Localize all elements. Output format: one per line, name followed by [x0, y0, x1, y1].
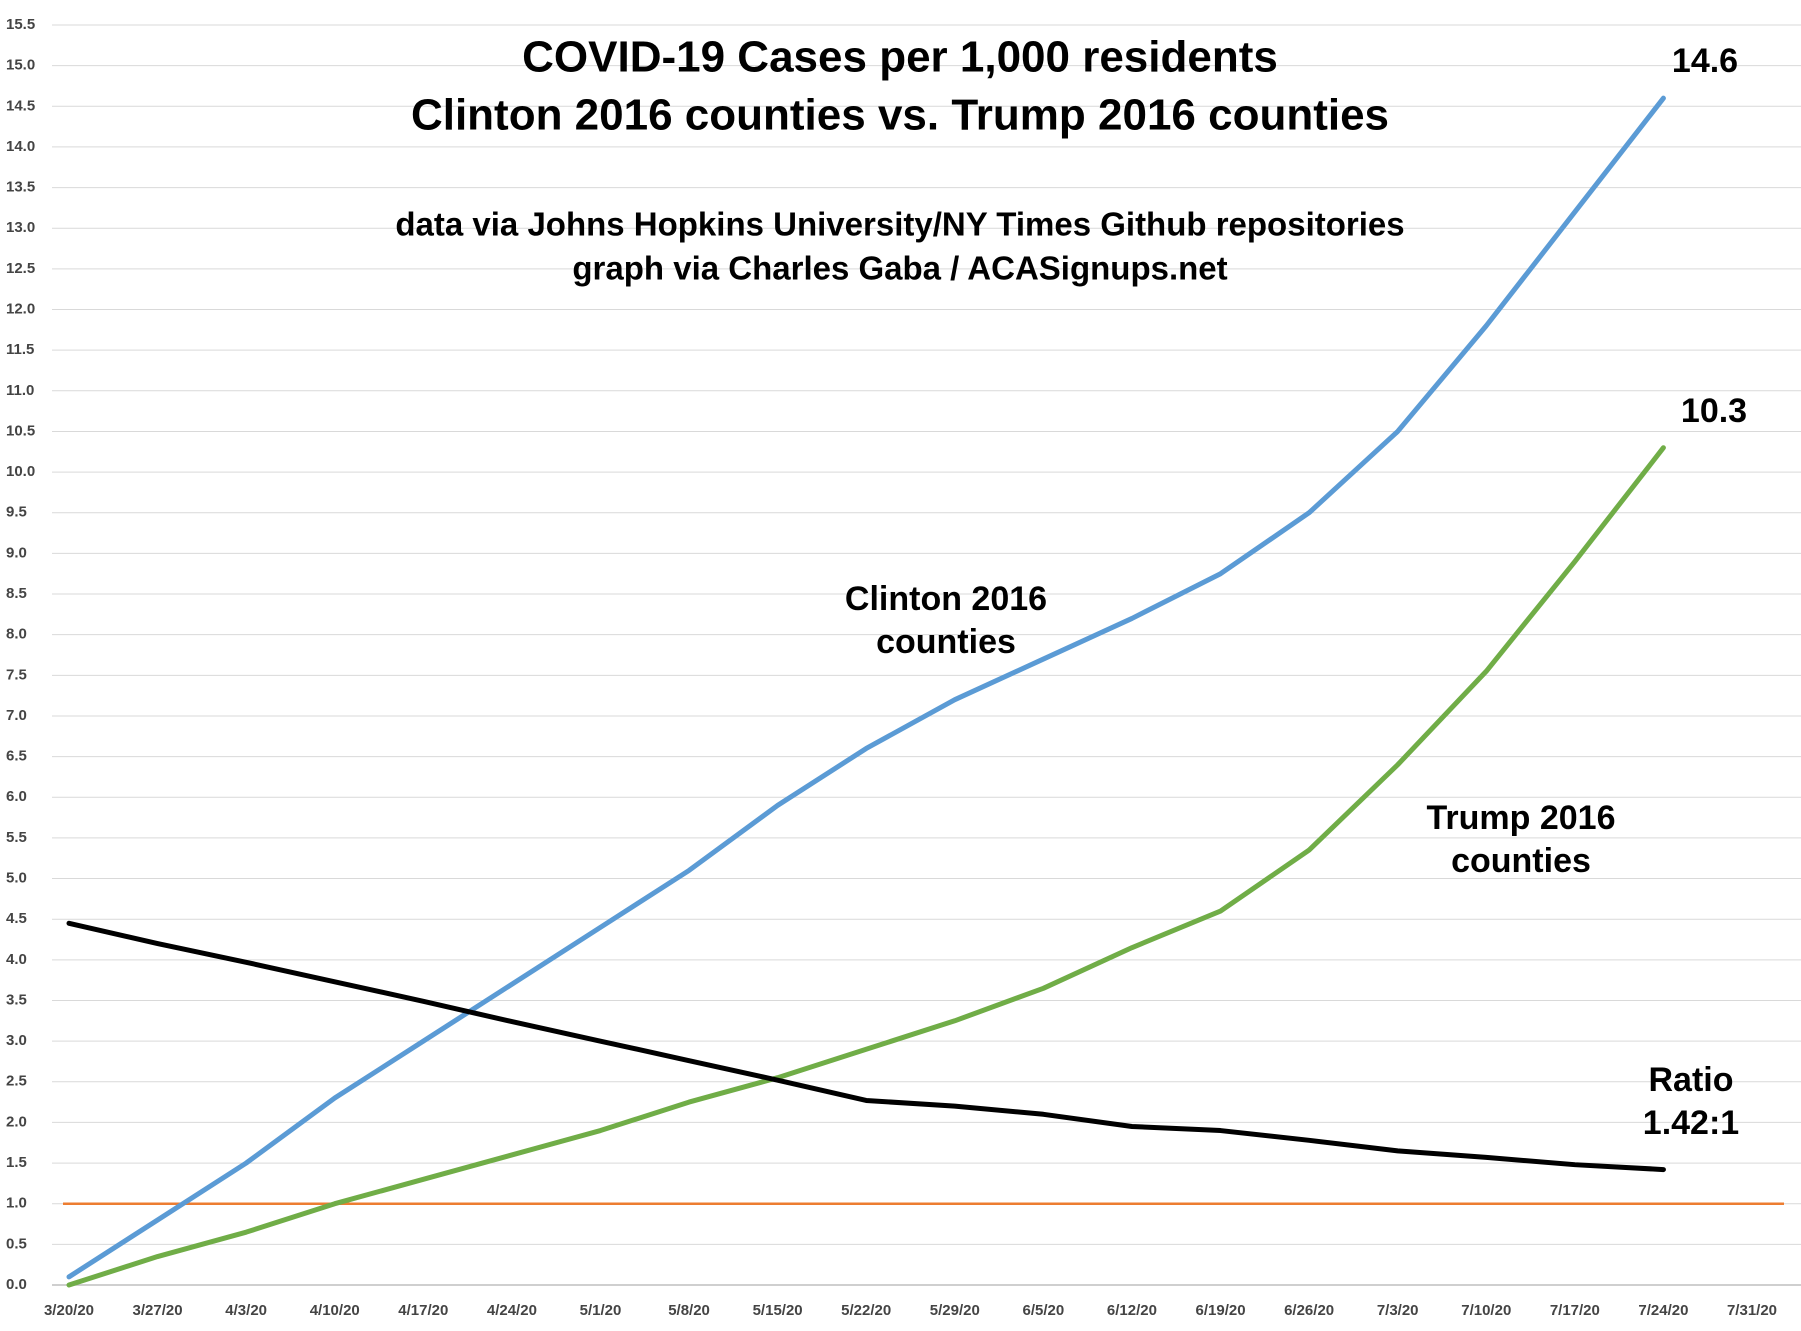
chart-subtitle: data via Johns Hopkins University/NY Tim… [395, 206, 1404, 243]
annotation: Ratio [1649, 1061, 1734, 1099]
chart-title: COVID-19 Cases per 1,000 residents [522, 33, 1278, 82]
y-tick-label: 8.0 [6, 626, 27, 643]
x-tick-label: 7/10/20 [1461, 1302, 1511, 1319]
annotation: counties [1451, 842, 1591, 880]
y-tick-label: 11.0 [6, 382, 34, 399]
x-tick-label: 3/27/20 [133, 1302, 183, 1319]
y-tick-label: 2.5 [6, 1073, 27, 1090]
x-tick-label: 5/15/20 [753, 1302, 803, 1319]
y-tick-label: 6.0 [6, 788, 27, 805]
annotation: Clinton 2016 [845, 580, 1047, 618]
chart-subtitle: graph via Charles Gaba / ACASignups.net [572, 250, 1227, 287]
x-tick-label: 4/24/20 [487, 1302, 537, 1319]
x-tick-label: 5/22/20 [841, 1302, 891, 1319]
y-tick-label: 1.0 [6, 1195, 27, 1212]
y-tick-label: 15.0 [6, 57, 35, 74]
x-tick-label: 6/19/20 [1196, 1302, 1246, 1319]
y-tick-label: 1.5 [6, 1154, 27, 1171]
y-tick-label: 12.0 [6, 300, 35, 317]
x-tick-label: 7/31/20 [1727, 1302, 1777, 1319]
x-tick-label: 5/1/20 [580, 1302, 622, 1319]
y-tick-label: 13.0 [6, 219, 35, 236]
y-tick-label: 0.0 [6, 1276, 27, 1293]
x-tick-label: 7/24/20 [1638, 1302, 1688, 1319]
y-tick-label: 0.5 [6, 1235, 27, 1252]
y-tick-label: 11.5 [6, 341, 34, 358]
y-tick-label: 9.0 [6, 544, 27, 561]
y-tick-label: 4.0 [6, 951, 27, 968]
y-tick-label: 8.5 [6, 585, 27, 602]
y-tick-label: 5.5 [6, 829, 27, 846]
y-tick-label: 10.0 [6, 463, 35, 480]
series-line [66, 920, 1666, 1173]
x-tick-label: 6/5/20 [1023, 1302, 1065, 1319]
annotation: 1.42:1 [1643, 1104, 1739, 1142]
annotation: counties [876, 623, 1016, 661]
y-tick-label: 7.5 [6, 666, 27, 683]
x-tick-label: 7/3/20 [1377, 1302, 1419, 1319]
x-tick-label: 5/29/20 [930, 1302, 980, 1319]
y-tick-label: 3.0 [6, 1032, 27, 1049]
chart-title: Clinton 2016 counties vs. Trump 2016 cou… [411, 91, 1389, 140]
y-tick-label: 12.5 [6, 260, 35, 277]
y-tick-label: 13.5 [6, 179, 35, 196]
y-tick-label: 7.0 [6, 707, 27, 724]
y-tick-label: 3.5 [6, 991, 27, 1008]
y-tick-label: 15.5 [6, 16, 35, 33]
x-tick-label: 7/17/20 [1550, 1302, 1600, 1319]
annotation: Trump 2016 [1427, 799, 1616, 837]
series-line [66, 445, 1666, 1288]
y-tick-label: 14.0 [6, 138, 35, 155]
series-line [66, 95, 1666, 1280]
x-tick-label: 4/17/20 [398, 1302, 448, 1319]
annotation: 14.6 [1672, 42, 1738, 80]
x-tick-label: 3/20/20 [44, 1302, 94, 1319]
x-tick-label: 6/26/20 [1284, 1302, 1334, 1319]
y-tick-label: 9.5 [6, 504, 27, 521]
y-tick-label: 4.5 [6, 910, 27, 927]
annotation: 10.3 [1681, 392, 1747, 430]
y-tick-label: 10.5 [6, 422, 35, 439]
y-tick-label: 2.0 [6, 1113, 27, 1130]
x-tick-label: 4/10/20 [310, 1302, 360, 1319]
x-tick-label: 6/12/20 [1107, 1302, 1157, 1319]
x-tick-label: 5/8/20 [668, 1302, 710, 1319]
x-tick-label: 4/3/20 [225, 1302, 267, 1319]
y-tick-label: 14.5 [6, 97, 35, 114]
y-tick-label: 5.0 [6, 870, 27, 887]
y-tick-label: 6.5 [6, 748, 27, 765]
